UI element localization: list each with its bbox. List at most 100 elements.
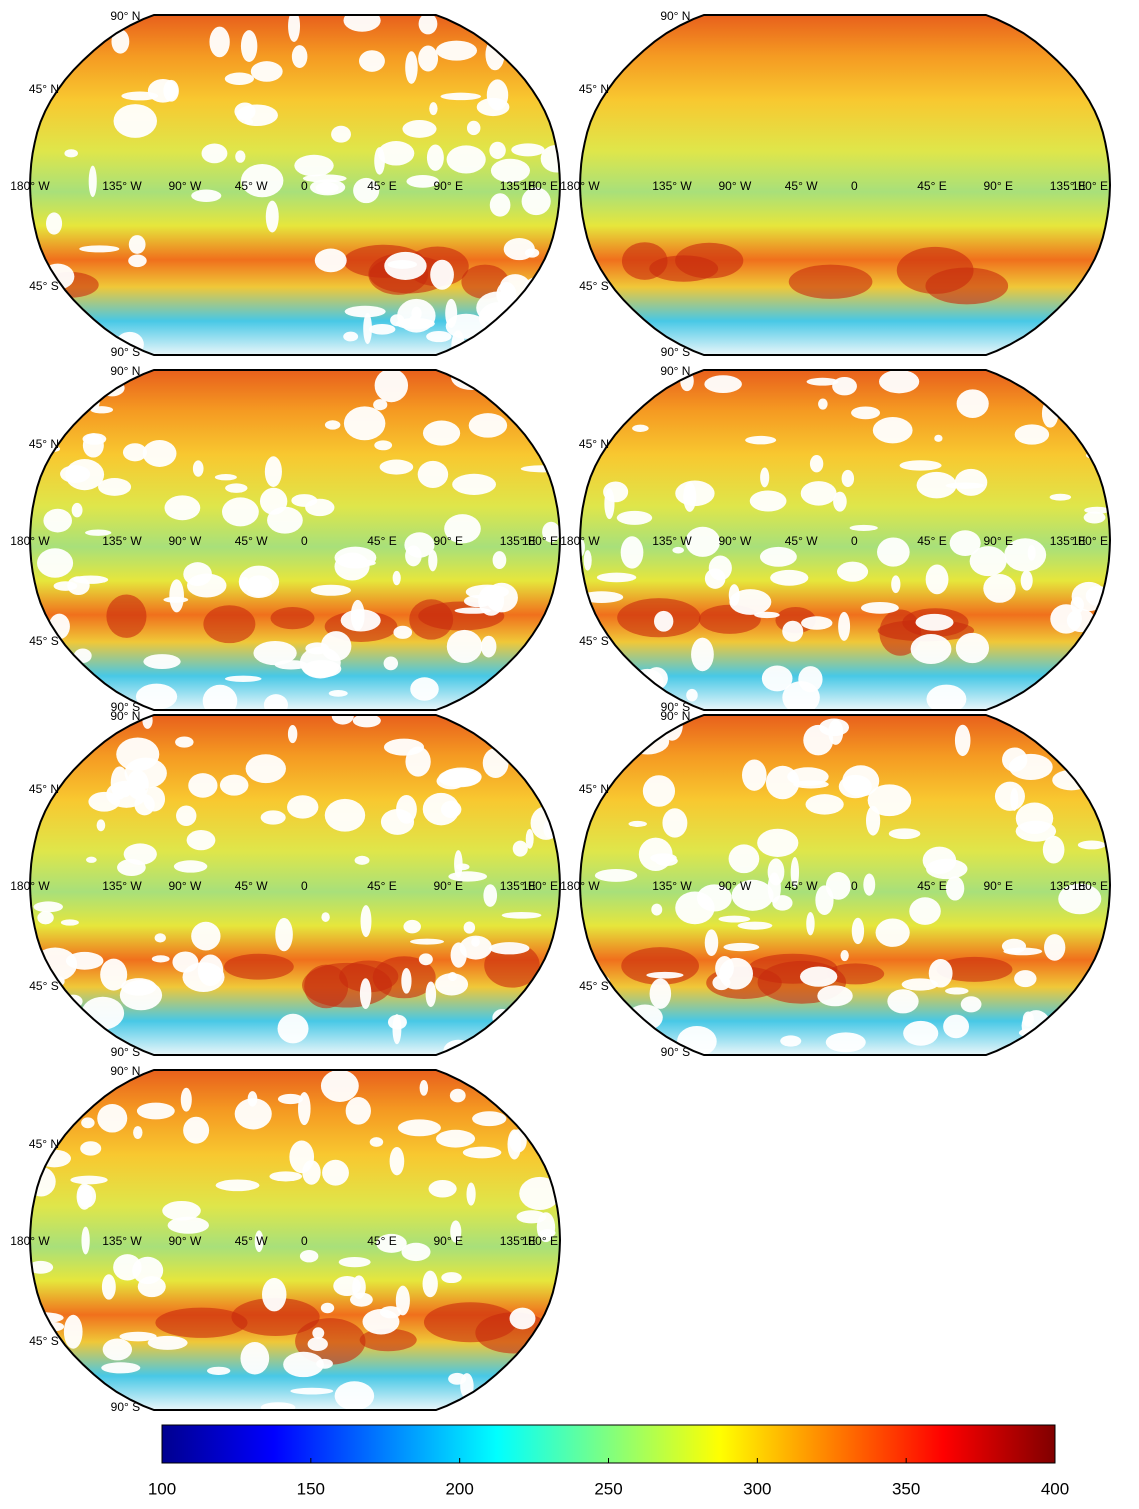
lon-label: 135° E xyxy=(500,534,536,548)
no-data-patch xyxy=(435,1129,476,1148)
lon-label: 45° W xyxy=(785,879,818,893)
no-data-patch xyxy=(798,666,823,693)
no-data-patch xyxy=(632,424,649,432)
no-data-patch xyxy=(1014,424,1050,445)
no-data-patch xyxy=(322,1159,349,1186)
no-data-patch xyxy=(169,579,185,613)
no-data-patch xyxy=(1070,666,1107,688)
map-field xyxy=(30,15,560,355)
no-data-patch xyxy=(53,581,78,591)
lon-label: 180° E xyxy=(1072,879,1108,893)
no-data-patch xyxy=(97,1104,128,1133)
no-data-patch xyxy=(30,56,42,64)
no-data-patch xyxy=(459,935,493,960)
no-data-patch xyxy=(540,430,560,449)
no-data-patch xyxy=(452,473,497,495)
no-data-patch xyxy=(934,434,943,442)
no-data-patch xyxy=(759,546,797,567)
lat-label: 45° S xyxy=(29,279,58,293)
no-data-patch xyxy=(264,456,282,487)
no-data-patch xyxy=(417,460,449,488)
no-data-patch xyxy=(80,1141,102,1156)
no-data-patch xyxy=(379,459,414,475)
lat-label: 45° S xyxy=(579,979,608,993)
no-data-patch xyxy=(922,846,957,875)
storm-belt xyxy=(936,956,1013,982)
no-data-patch xyxy=(224,675,262,682)
no-data-patch xyxy=(245,754,286,784)
no-data-patch xyxy=(723,942,760,952)
no-data-patch xyxy=(832,376,857,396)
no-data-patch xyxy=(749,490,787,512)
no-data-patch xyxy=(299,646,341,679)
no-data-patch xyxy=(450,1220,462,1243)
lon-label: 45° E xyxy=(917,179,946,193)
lon-label: 135° E xyxy=(1050,534,1086,548)
no-data-patch xyxy=(128,235,146,254)
no-data-patch xyxy=(338,1256,371,1268)
no-data-patch xyxy=(1049,493,1072,501)
no-data-patch xyxy=(401,1242,431,1262)
lon-label: 0 xyxy=(851,179,858,193)
no-data-patch xyxy=(173,860,208,873)
no-data-patch xyxy=(879,370,920,394)
no-data-patch xyxy=(426,144,444,171)
no-data-patch xyxy=(46,212,63,235)
no-data-patch xyxy=(53,1072,78,1085)
no-data-patch xyxy=(428,549,438,572)
no-data-patch xyxy=(530,806,560,840)
no-data-patch xyxy=(387,1014,407,1030)
no-data-patch xyxy=(122,443,148,462)
no-data-patch xyxy=(289,1140,315,1174)
no-data-patch xyxy=(136,1102,175,1120)
no-data-patch xyxy=(406,175,440,188)
no-data-patch xyxy=(1099,992,1109,1016)
no-data-patch xyxy=(206,1366,231,1375)
no-data-patch xyxy=(324,420,341,430)
storm-belt xyxy=(231,1297,320,1336)
no-data-patch xyxy=(480,635,497,658)
no-data-patch xyxy=(492,551,507,569)
no-data-patch xyxy=(463,921,476,934)
no-data-patch xyxy=(969,546,1007,577)
no-data-patch xyxy=(449,1088,466,1103)
no-data-patch xyxy=(374,440,393,451)
colorbar xyxy=(161,1424,1056,1464)
no-data-patch xyxy=(60,465,91,483)
no-data-patch xyxy=(287,725,298,744)
no-data-patch xyxy=(1044,934,1066,961)
no-data-patch xyxy=(352,559,376,567)
no-data-patch xyxy=(310,584,352,596)
lat-label: 90° S xyxy=(111,1400,140,1414)
cb-tick-label: 250 xyxy=(594,1479,622,1498)
no-data-patch xyxy=(454,607,491,614)
lat-label: 90° N xyxy=(660,9,690,23)
no-data-patch xyxy=(164,495,201,521)
lon-label: 45° E xyxy=(917,879,946,893)
no-data-patch xyxy=(745,435,777,445)
no-data-patch xyxy=(404,532,435,558)
no-data-patch xyxy=(926,684,967,710)
no-data-patch xyxy=(65,951,104,970)
no-data-patch xyxy=(135,683,178,710)
no-data-patch xyxy=(90,406,114,414)
lat-label: 45° N xyxy=(29,1137,59,1151)
storm-belt xyxy=(788,264,873,299)
no-data-patch xyxy=(134,794,155,816)
no-data-patch xyxy=(54,1398,88,1410)
lon-label: 90° E xyxy=(984,534,1013,548)
no-data-patch xyxy=(85,856,97,863)
no-data-patch xyxy=(955,632,990,664)
lon-label: 90° W xyxy=(169,179,202,193)
no-data-patch xyxy=(625,728,670,755)
no-data-patch xyxy=(715,956,734,981)
no-data-patch xyxy=(77,1184,97,1208)
no-data-patch xyxy=(1010,787,1019,811)
no-data-patch xyxy=(410,677,439,701)
no-data-patch xyxy=(350,599,365,631)
lon-label: 90° E xyxy=(434,1234,463,1248)
cb-tick-label: 300 xyxy=(743,1479,771,1498)
no-data-patch xyxy=(490,158,530,183)
no-data-patch xyxy=(782,620,804,642)
no-data-patch xyxy=(238,565,280,599)
